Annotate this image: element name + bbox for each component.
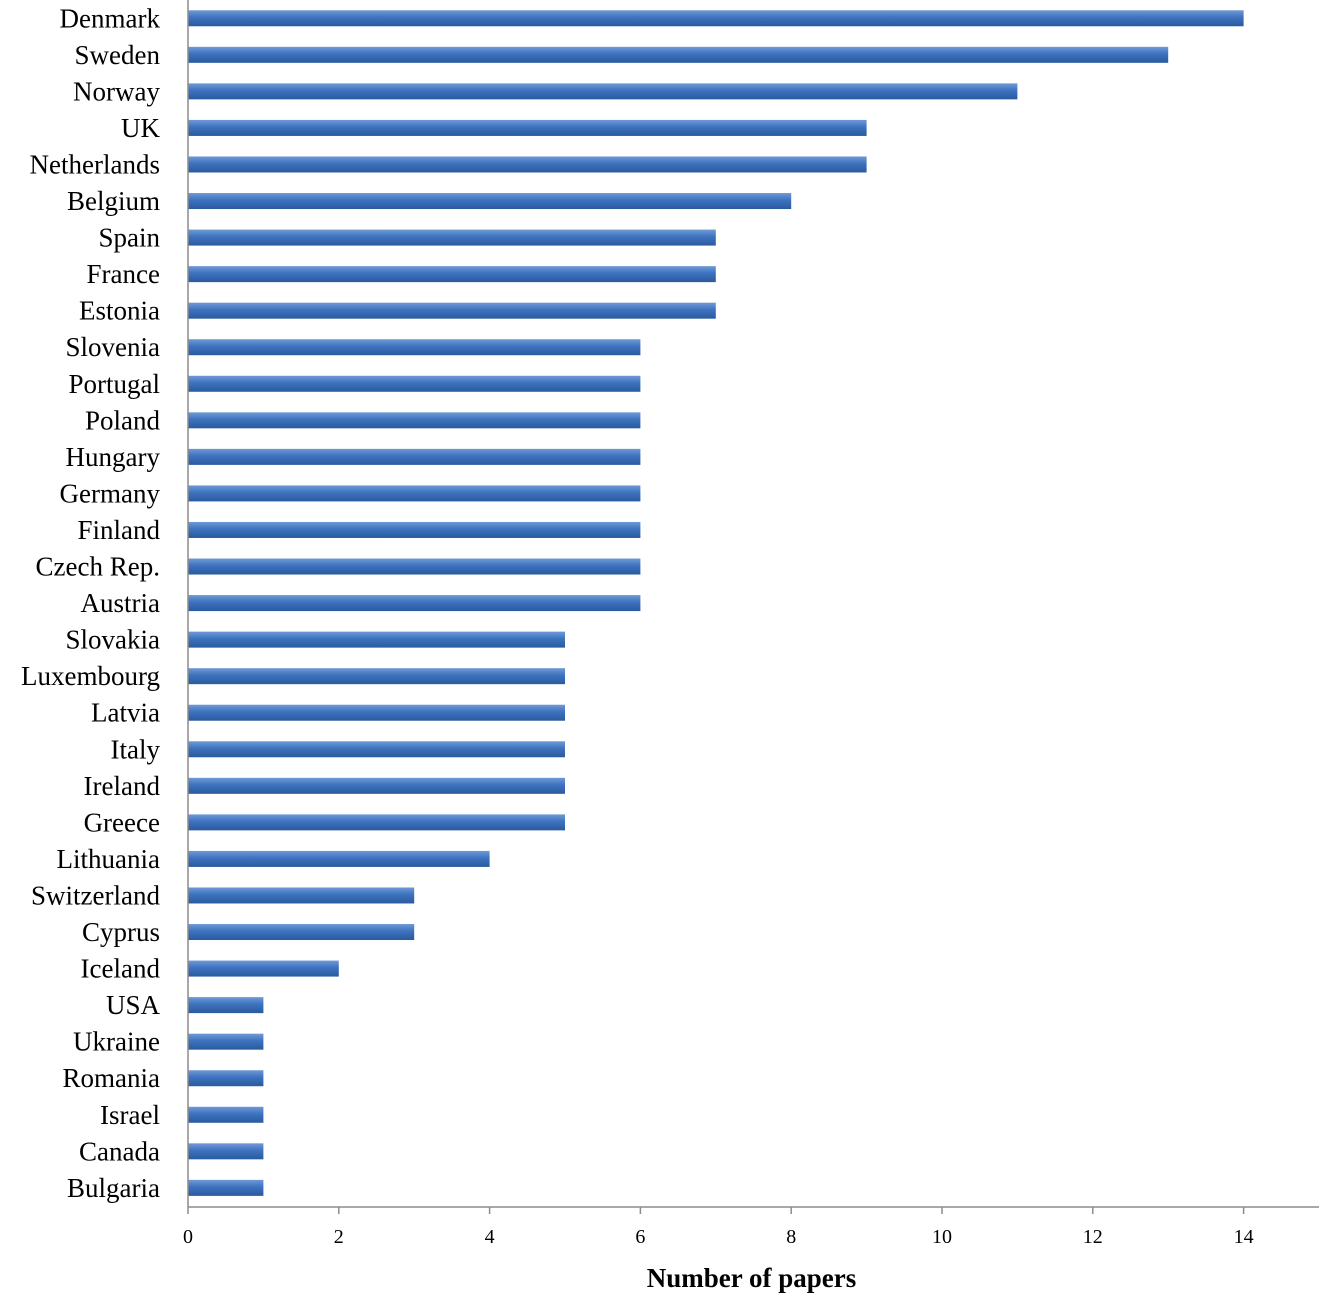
bar-iceland bbox=[188, 960, 339, 977]
bar-hungary bbox=[188, 448, 641, 465]
bar-estonia bbox=[188, 302, 716, 319]
category-label: Poland bbox=[85, 405, 161, 435]
category-label: Belgium bbox=[67, 186, 160, 216]
category-label: Italy bbox=[111, 734, 161, 764]
category-label: Bulgaria bbox=[67, 1173, 160, 1203]
category-label: France bbox=[87, 259, 160, 289]
category-label: Austria bbox=[81, 588, 161, 618]
bars-layer bbox=[188, 10, 1244, 1196]
x-tick-label: 6 bbox=[635, 1226, 645, 1248]
category-label: Hungary bbox=[66, 442, 161, 472]
bar-latvia bbox=[188, 704, 565, 721]
bar-usa bbox=[188, 997, 264, 1014]
bar-lithuania bbox=[188, 850, 490, 867]
bar-slovenia bbox=[188, 339, 641, 356]
category-label: Canada bbox=[79, 1136, 160, 1166]
category-label: Latvia bbox=[91, 698, 160, 728]
bar-norway bbox=[188, 83, 1018, 100]
bar-switzerland bbox=[188, 887, 415, 904]
bar-netherlands bbox=[188, 156, 867, 173]
bar-spain bbox=[188, 229, 716, 246]
bar-belgium bbox=[188, 193, 792, 210]
bar-finland bbox=[188, 521, 641, 538]
bar-bulgaria bbox=[188, 1179, 264, 1196]
category-label: Ireland bbox=[84, 771, 161, 801]
bar-greece bbox=[188, 814, 565, 831]
category-label: Denmark bbox=[60, 3, 161, 33]
category-label: Spain bbox=[98, 223, 160, 253]
bar-uk bbox=[188, 119, 867, 136]
bar-germany bbox=[188, 485, 641, 502]
bar-canada bbox=[188, 1143, 264, 1160]
category-label: UK bbox=[121, 113, 160, 143]
x-tick-label: 2 bbox=[334, 1226, 344, 1248]
bar-romania bbox=[188, 1070, 264, 1087]
category-label: Estonia bbox=[79, 296, 160, 326]
category-label: Slovakia bbox=[66, 625, 161, 655]
bar-czech-rep bbox=[188, 558, 641, 575]
category-label: Switzerland bbox=[31, 880, 160, 910]
category-label: Finland bbox=[77, 515, 160, 545]
bar-sweden bbox=[188, 46, 1169, 63]
category-label: Slovenia bbox=[66, 332, 161, 362]
bar-slovakia bbox=[188, 631, 565, 648]
bar-ukraine bbox=[188, 1033, 264, 1050]
category-label: Luxembourg bbox=[21, 661, 160, 691]
category-label: Greece bbox=[84, 807, 160, 837]
category-labels: Denmark Sweden Norway UK Netherlands Belgium S… bbox=[21, 3, 160, 1203]
x-tick-label: 12 bbox=[1083, 1226, 1103, 1248]
bar-austria bbox=[188, 595, 641, 612]
bar-poland bbox=[188, 412, 641, 429]
category-label: Israel bbox=[100, 1100, 160, 1130]
x-tick-label: 10 bbox=[932, 1226, 952, 1248]
bar-denmark bbox=[188, 10, 1244, 27]
bar-israel bbox=[188, 1106, 264, 1123]
category-label: Romania bbox=[63, 1063, 160, 1093]
category-label: Sweden bbox=[75, 40, 161, 70]
x-tick-label: 14 bbox=[1234, 1226, 1254, 1248]
x-axis-ticks: 0 2 4 6 8 10 12 14 bbox=[183, 1207, 1254, 1248]
category-label: Iceland bbox=[81, 954, 161, 984]
category-label: Netherlands bbox=[30, 149, 160, 179]
category-label: Cyprus bbox=[82, 917, 160, 947]
bar-france bbox=[188, 266, 716, 283]
x-axis-title: Number of papers bbox=[647, 1263, 857, 1293]
bar-cyprus bbox=[188, 924, 415, 941]
bar-portugal bbox=[188, 375, 641, 392]
category-label: Portugal bbox=[69, 369, 161, 399]
category-label: Czech Rep. bbox=[36, 552, 160, 582]
category-label: Ukraine bbox=[73, 1027, 160, 1057]
category-label: Norway bbox=[73, 76, 160, 106]
x-tick-label: 4 bbox=[485, 1226, 495, 1248]
bar-italy bbox=[188, 741, 565, 758]
category-label: Lithuania bbox=[57, 844, 160, 874]
x-tick-label: 8 bbox=[786, 1226, 796, 1248]
category-label: USA bbox=[106, 990, 161, 1020]
category-label: Germany bbox=[60, 478, 161, 508]
bar-ireland bbox=[188, 777, 565, 794]
bar-luxembourg bbox=[188, 668, 565, 685]
x-tick-label: 0 bbox=[183, 1226, 193, 1248]
